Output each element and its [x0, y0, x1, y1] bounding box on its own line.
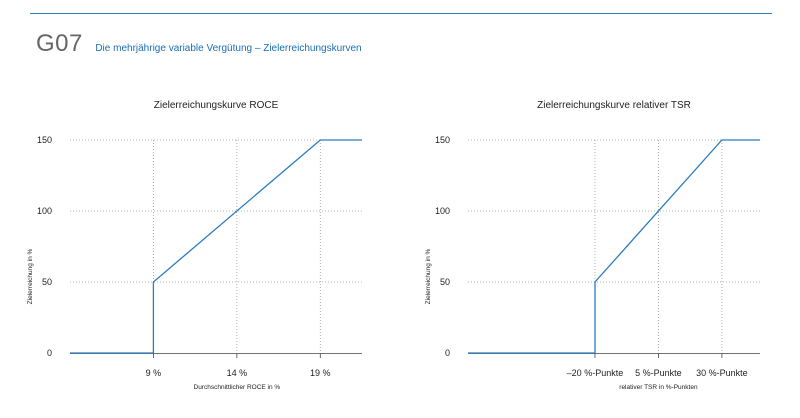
x-tick-label: 14 % [227, 368, 248, 378]
x-axis-label: relativer TSR in %-Punkten [619, 384, 698, 391]
y-axis-label: Zielerreichung in % [27, 248, 34, 304]
figure-title: Die mehrjährige variable Vergütung – Zie… [95, 43, 362, 54]
y-tick-label: 100 [435, 206, 450, 216]
x-axis-label: Durchschnittlicher ROCE in % [194, 384, 281, 391]
y-axis-label: Zielerreichung in % [425, 248, 432, 304]
x-tick-label: 9 % [146, 368, 162, 378]
y-tick-label: 0 [47, 348, 52, 358]
x-tick-label: –20 %-Punkte [567, 368, 624, 378]
y-tick-label: 0 [445, 348, 450, 358]
chart-title: Zielerreichungskurve relativer TSR [537, 100, 691, 111]
series-line [468, 139, 760, 354]
x-tick-label: 30 %-Punkte [696, 368, 748, 378]
y-tick-label: 100 [37, 206, 52, 216]
figure-header: G07 Die mehrjährige variable Vergütung –… [36, 30, 362, 58]
y-tick-label: 50 [42, 277, 52, 287]
top-rule [30, 13, 772, 14]
chart-title: Zielerreichungskurve ROCE [154, 100, 279, 111]
series-line [70, 139, 362, 354]
x-tick-label: 5 %-Punkte [635, 368, 682, 378]
y-tick-label: 150 [37, 135, 52, 145]
figure-code: G07 [36, 30, 83, 57]
y-tick-label: 50 [440, 277, 450, 287]
x-tick-label: 19 % [310, 368, 331, 378]
y-tick-label: 150 [435, 135, 450, 145]
